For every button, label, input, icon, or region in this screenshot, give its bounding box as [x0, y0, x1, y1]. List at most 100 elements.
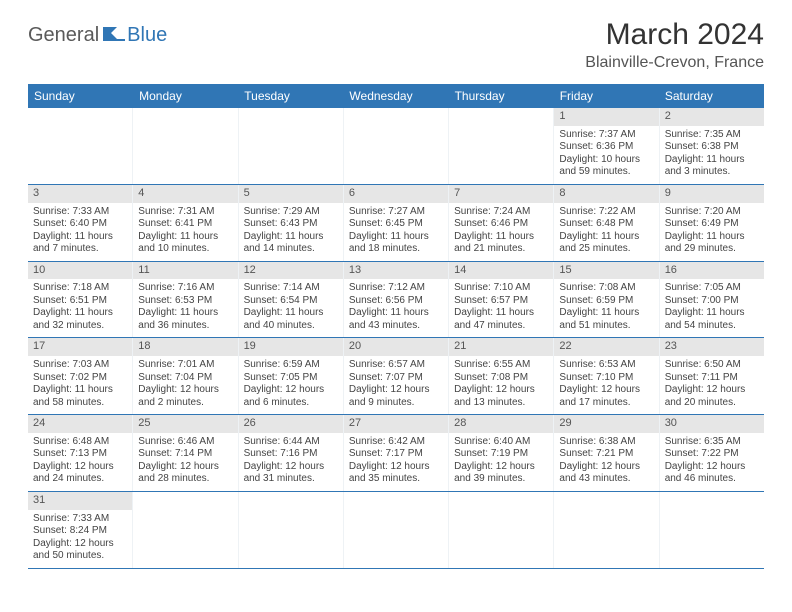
day-sr: Sunrise: 6:46 AM — [138, 436, 232, 449]
day-ss: Sunset: 6:57 PM — [454, 295, 548, 308]
day-d2: and 28 minutes. — [138, 473, 232, 486]
day-body: Sunrise: 7:27 AMSunset: 6:45 PMDaylight:… — [344, 203, 448, 261]
day-ss: Sunset: 6:43 PM — [244, 218, 338, 231]
day-number: 29 — [554, 415, 658, 433]
day-body: Sunrise: 7:03 AMSunset: 7:02 PMDaylight:… — [28, 356, 132, 414]
day-ss: Sunset: 7:00 PM — [665, 295, 759, 308]
day-body: Sunrise: 7:33 AMSunset: 6:40 PMDaylight:… — [28, 203, 132, 261]
day-cell: 27Sunrise: 6:42 AMSunset: 7:17 PMDayligh… — [344, 415, 449, 491]
day-body: Sunrise: 7:18 AMSunset: 6:51 PMDaylight:… — [28, 279, 132, 337]
day-sr: Sunrise: 7:10 AM — [454, 282, 548, 295]
day-body: Sunrise: 7:01 AMSunset: 7:04 PMDaylight:… — [133, 356, 237, 414]
day-number: 9 — [660, 185, 764, 203]
day-cell: 30Sunrise: 6:35 AMSunset: 7:22 PMDayligh… — [660, 415, 764, 491]
day-number: 16 — [660, 262, 764, 280]
day-sr: Sunrise: 6:53 AM — [559, 359, 653, 372]
day-d1: Daylight: 12 hours — [138, 384, 232, 397]
day-body: Sunrise: 7:14 AMSunset: 6:54 PMDaylight:… — [239, 279, 343, 337]
day-body: Sunrise: 7:10 AMSunset: 6:57 PMDaylight:… — [449, 279, 553, 337]
day-cell: 14Sunrise: 7:10 AMSunset: 6:57 PMDayligh… — [449, 262, 554, 338]
day-number: 26 — [239, 415, 343, 433]
brand-text-blue: Blue — [127, 24, 167, 47]
day-ss: Sunset: 7:16 PM — [244, 448, 338, 461]
day-body: Sunrise: 6:50 AMSunset: 7:11 PMDaylight:… — [660, 356, 764, 414]
day-d1: Daylight: 11 hours — [138, 231, 232, 244]
day-cell — [239, 492, 344, 568]
day-cell: 15Sunrise: 7:08 AMSunset: 6:59 PMDayligh… — [554, 262, 659, 338]
day-ss: Sunset: 7:05 PM — [244, 372, 338, 385]
day-d2: and 13 minutes. — [454, 397, 548, 410]
day-number: 14 — [449, 262, 553, 280]
day-body: Sunrise: 6:38 AMSunset: 7:21 PMDaylight:… — [554, 433, 658, 491]
day-ss: Sunset: 6:48 PM — [559, 218, 653, 231]
day-d2: and 7 minutes. — [33, 243, 127, 256]
day-ss: Sunset: 7:22 PM — [665, 448, 759, 461]
day-ss: Sunset: 7:21 PM — [559, 448, 653, 461]
day-d2: and 24 minutes. — [33, 473, 127, 486]
day-cell — [239, 108, 344, 184]
calendar-grid: SundayMondayTuesdayWednesdayThursdayFrid… — [28, 84, 764, 569]
day-body: Sunrise: 7:29 AMSunset: 6:43 PMDaylight:… — [239, 203, 343, 261]
day-cell — [660, 492, 764, 568]
day-number: 8 — [554, 185, 658, 203]
day-number: 20 — [344, 338, 448, 356]
day-cell: 19Sunrise: 6:59 AMSunset: 7:05 PMDayligh… — [239, 338, 344, 414]
day-cell: 12Sunrise: 7:14 AMSunset: 6:54 PMDayligh… — [239, 262, 344, 338]
day-d1: Daylight: 11 hours — [33, 231, 127, 244]
day-number: 30 — [660, 415, 764, 433]
day-ss: Sunset: 7:10 PM — [559, 372, 653, 385]
day-ss: Sunset: 7:19 PM — [454, 448, 548, 461]
day-ss: Sunset: 6:54 PM — [244, 295, 338, 308]
day-ss: Sunset: 6:38 PM — [665, 141, 759, 154]
weekday-header-row: SundayMondayTuesdayWednesdayThursdayFrid… — [28, 84, 764, 108]
day-cell: 20Sunrise: 6:57 AMSunset: 7:07 PMDayligh… — [344, 338, 449, 414]
day-body: Sunrise: 6:42 AMSunset: 7:17 PMDaylight:… — [344, 433, 448, 491]
day-ss: Sunset: 6:40 PM — [33, 218, 127, 231]
calendar-page: General Blue March 2024 Blainville-Crevo… — [0, 0, 792, 587]
day-ss: Sunset: 7:08 PM — [454, 372, 548, 385]
day-d2: and 43 minutes. — [559, 473, 653, 486]
day-cell: 31Sunrise: 7:33 AMSunset: 8:24 PMDayligh… — [28, 492, 133, 568]
day-cell: 22Sunrise: 6:53 AMSunset: 7:10 PMDayligh… — [554, 338, 659, 414]
day-d1: Daylight: 11 hours — [665, 307, 759, 320]
weekday-header: Saturday — [659, 84, 764, 108]
day-cell: 16Sunrise: 7:05 AMSunset: 7:00 PMDayligh… — [660, 262, 764, 338]
day-cell: 13Sunrise: 7:12 AMSunset: 6:56 PMDayligh… — [344, 262, 449, 338]
day-number: 22 — [554, 338, 658, 356]
day-number: 19 — [239, 338, 343, 356]
title-block: March 2024 Blainville-Crevon, France — [585, 18, 764, 72]
day-body: Sunrise: 7:33 AMSunset: 8:24 PMDaylight:… — [28, 510, 132, 568]
day-body: Sunrise: 7:31 AMSunset: 6:41 PMDaylight:… — [133, 203, 237, 261]
day-body: Sunrise: 6:46 AMSunset: 7:14 PMDaylight:… — [133, 433, 237, 491]
weeks-container: 1Sunrise: 7:37 AMSunset: 6:36 PMDaylight… — [28, 108, 764, 569]
day-d1: Daylight: 11 hours — [454, 231, 548, 244]
day-body: Sunrise: 7:20 AMSunset: 6:49 PMDaylight:… — [660, 203, 764, 261]
day-sr: Sunrise: 6:50 AM — [665, 359, 759, 372]
day-number: 11 — [133, 262, 237, 280]
day-d1: Daylight: 12 hours — [665, 384, 759, 397]
day-body: Sunrise: 7:22 AMSunset: 6:48 PMDaylight:… — [554, 203, 658, 261]
day-d2: and 29 minutes. — [665, 243, 759, 256]
weekday-header: Wednesday — [343, 84, 448, 108]
day-cell: 6Sunrise: 7:27 AMSunset: 6:45 PMDaylight… — [344, 185, 449, 261]
day-d2: and 17 minutes. — [559, 397, 653, 410]
day-d1: Daylight: 12 hours — [349, 461, 443, 474]
day-sr: Sunrise: 6:48 AM — [33, 436, 127, 449]
day-sr: Sunrise: 7:33 AM — [33, 513, 127, 526]
day-cell: 2Sunrise: 7:35 AMSunset: 6:38 PMDaylight… — [660, 108, 764, 184]
day-cell: 9Sunrise: 7:20 AMSunset: 6:49 PMDaylight… — [660, 185, 764, 261]
day-body: Sunrise: 7:16 AMSunset: 6:53 PMDaylight:… — [133, 279, 237, 337]
day-body: Sunrise: 7:24 AMSunset: 6:46 PMDaylight:… — [449, 203, 553, 261]
day-body: Sunrise: 6:55 AMSunset: 7:08 PMDaylight:… — [449, 356, 553, 414]
day-sr: Sunrise: 7:29 AM — [244, 206, 338, 219]
week-row: 17Sunrise: 7:03 AMSunset: 7:02 PMDayligh… — [28, 338, 764, 415]
day-d1: Daylight: 12 hours — [349, 384, 443, 397]
day-number: 12 — [239, 262, 343, 280]
day-cell: 17Sunrise: 7:03 AMSunset: 7:02 PMDayligh… — [28, 338, 133, 414]
day-ss: Sunset: 7:11 PM — [665, 372, 759, 385]
day-cell: 18Sunrise: 7:01 AMSunset: 7:04 PMDayligh… — [133, 338, 238, 414]
day-cell: 26Sunrise: 6:44 AMSunset: 7:16 PMDayligh… — [239, 415, 344, 491]
week-row: 24Sunrise: 6:48 AMSunset: 7:13 PMDayligh… — [28, 415, 764, 492]
day-d2: and 36 minutes. — [138, 320, 232, 333]
day-body: Sunrise: 6:44 AMSunset: 7:16 PMDaylight:… — [239, 433, 343, 491]
